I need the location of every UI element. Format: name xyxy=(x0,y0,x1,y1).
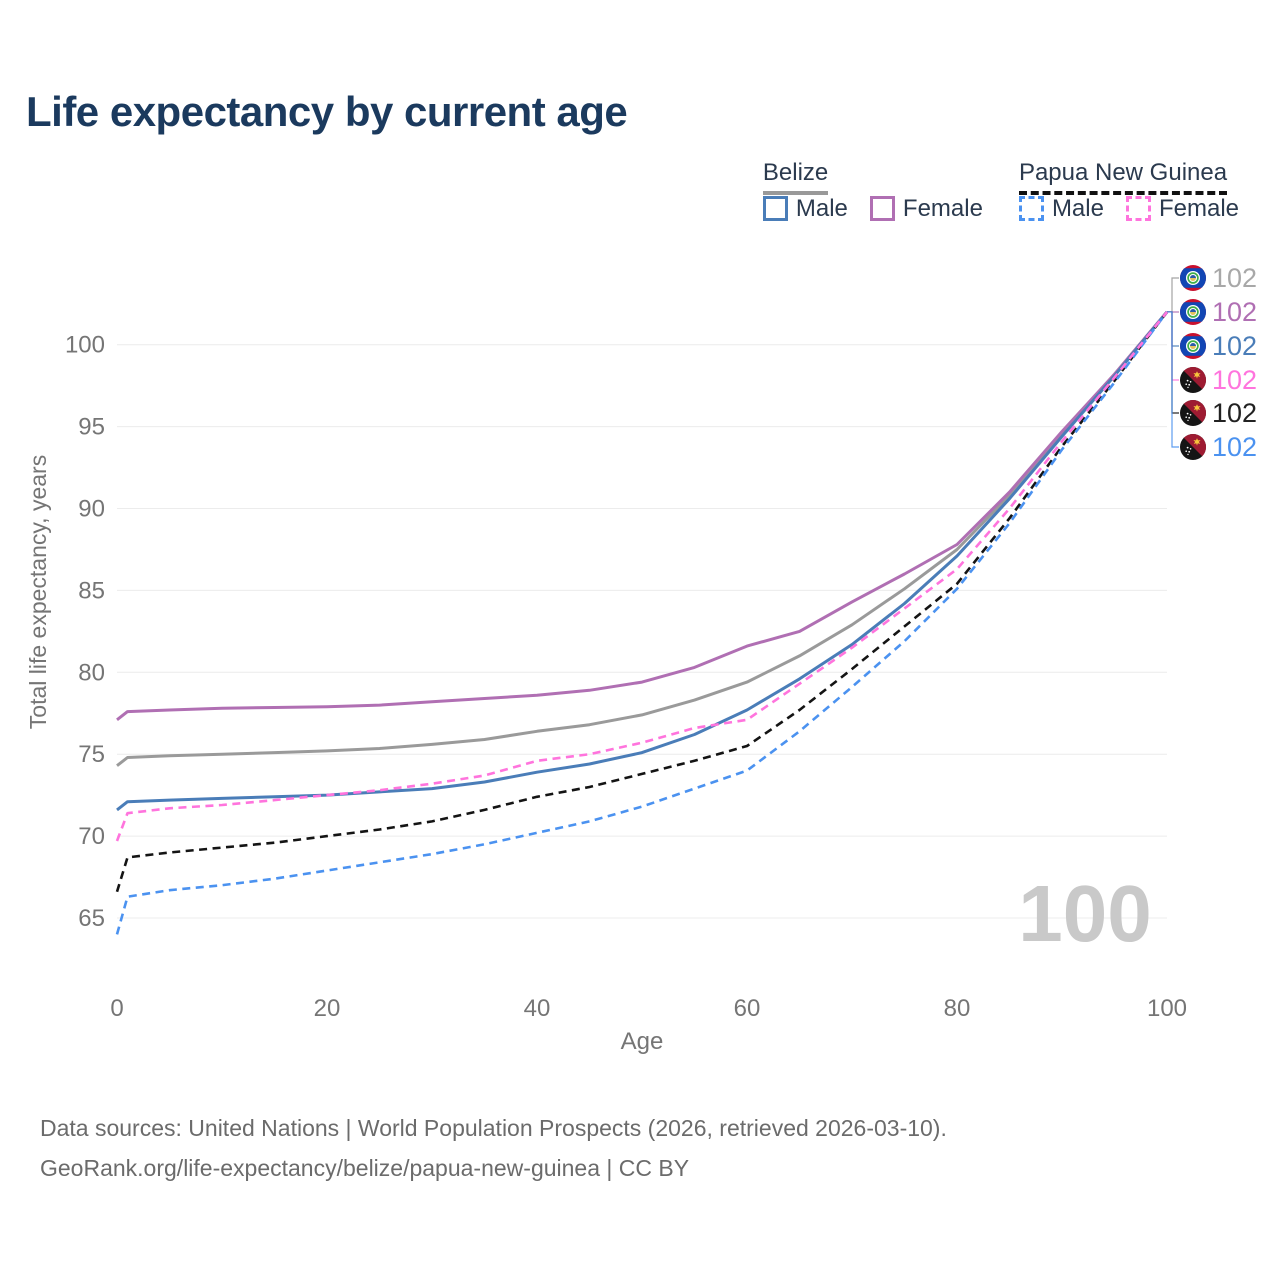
legend-item-label: Male xyxy=(1051,194,1104,222)
connector-line xyxy=(1167,311,1179,414)
belize-flag-icon xyxy=(1180,299,1206,325)
legend-item-label: Female xyxy=(1158,194,1239,222)
png-female-swatch-icon xyxy=(1125,196,1151,222)
footer-attribution-link: GeoRank.org/life-expectancy/belize/papua… xyxy=(40,1155,690,1182)
end-value-label: 102 xyxy=(1212,365,1257,395)
y-tick-label: 100 xyxy=(65,332,105,359)
connector-line xyxy=(1167,311,1179,448)
axis-labels: 65 70 75 80 85 90 95 100 0 20 40 60 80 100 Age Total li… xyxy=(25,332,1187,1055)
png-male-swatch-icon xyxy=(1018,196,1044,222)
x-axis-title: Age xyxy=(621,1028,664,1055)
legend-country-belize: Belize xyxy=(762,159,829,195)
data-series xyxy=(115,310,1169,935)
watermark-label: 100 xyxy=(1018,869,1151,958)
y-tick-label: 90 xyxy=(78,496,105,523)
y-tick-label: 80 xyxy=(78,659,105,686)
y-axis-title: Total life expectancy, years xyxy=(25,455,51,729)
y-tick-label: 85 xyxy=(78,577,105,604)
legend-item-label: Male xyxy=(795,194,848,222)
y-tick-label: 65 xyxy=(78,905,105,932)
series-line-papua-new-guinea-male xyxy=(115,311,1169,935)
legend-item-belize-male: Male xyxy=(762,194,848,222)
legend-group-belize: Belize Male Female xyxy=(762,159,983,222)
x-tick-label: 100 xyxy=(1147,995,1187,1022)
x-tick-label: 20 xyxy=(314,995,341,1022)
end-value-label: 102 xyxy=(1212,331,1257,361)
x-tick-label: 80 xyxy=(944,995,971,1022)
y-tick-label: 95 xyxy=(78,414,105,441)
legend: Belize Male Female Papua New Guinea xyxy=(762,159,1239,222)
legend-country-papua-new-guinea: Papua New Guinea xyxy=(1018,159,1228,195)
papua-new-guinea-flag-icon xyxy=(1180,434,1206,460)
series-line-papua-new-guinea xyxy=(115,311,1169,893)
papua-new-guinea-flag-icon xyxy=(1180,400,1206,426)
legend-group-papua-new-guinea: Papua New Guinea Male Female xyxy=(1018,159,1239,222)
series-line-belize-male xyxy=(116,310,1169,812)
legend-item-png-male: Male xyxy=(1018,194,1104,222)
belize-flag-icon xyxy=(1180,333,1206,359)
x-tick-label: 0 xyxy=(110,995,123,1022)
belize-flag-icon xyxy=(1180,265,1206,291)
y-tick-label: 70 xyxy=(78,823,105,850)
gridlines xyxy=(117,344,1167,919)
belize-female-swatch-icon xyxy=(869,196,895,222)
footer: Data sources: United Nations | World Pop… xyxy=(40,1108,947,1189)
legend-item-belize-female: Female xyxy=(869,194,983,222)
connector-line xyxy=(1167,311,1179,347)
end-label-connectors xyxy=(1167,277,1179,448)
y-tick-label: 75 xyxy=(78,741,105,768)
end-value-label: 102 xyxy=(1212,263,1257,293)
legend-item-label: Female xyxy=(902,194,983,222)
end-value-label: 102 xyxy=(1212,398,1257,428)
connector-line xyxy=(1167,277,1179,313)
series-line-belize-female xyxy=(116,310,1169,721)
page-title: Life expectancy by current age xyxy=(26,88,628,135)
series-line-papua-new-guinea-female xyxy=(115,311,1169,842)
x-tick-label: 40 xyxy=(524,995,551,1022)
papua-new-guinea-flag-icon xyxy=(1180,367,1206,393)
x-tick-label: 60 xyxy=(734,995,761,1022)
belize-male-swatch-icon xyxy=(762,196,788,222)
series-line-belize xyxy=(116,310,1169,767)
end-value-label: 102 xyxy=(1212,432,1257,462)
end-value-label: 102 xyxy=(1212,297,1257,327)
footer-data-sources: Data sources: United Nations | World Pop… xyxy=(40,1115,947,1141)
legend-item-png-female: Female xyxy=(1125,194,1239,222)
